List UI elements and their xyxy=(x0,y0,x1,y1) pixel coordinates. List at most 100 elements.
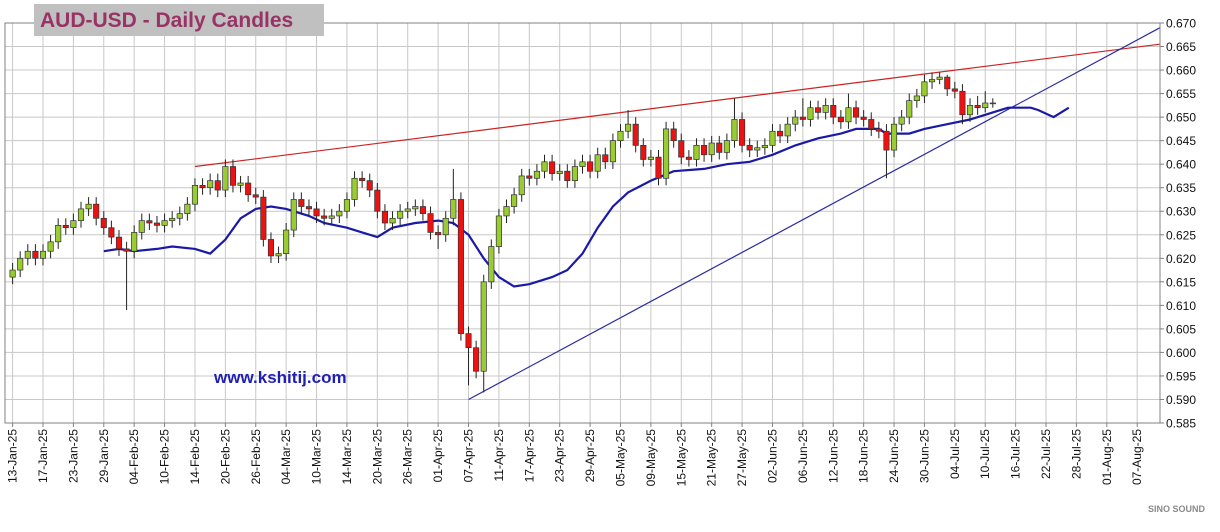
y-tick-label: 0.640 xyxy=(1166,158,1196,172)
x-tick-label: 23-Apr-25 xyxy=(553,429,567,483)
candle-body xyxy=(701,145,708,156)
x-tick-label: 10-Mar-25 xyxy=(310,429,324,485)
candle-body xyxy=(792,116,799,125)
candle-body xyxy=(974,105,981,109)
y-tick-label: 0.655 xyxy=(1166,87,1196,101)
candle-body xyxy=(199,185,206,189)
candle-body xyxy=(381,210,388,224)
x-tick-label: 23-Jan-25 xyxy=(66,429,80,483)
candle-body xyxy=(777,130,784,137)
candle-body xyxy=(890,123,898,151)
x-tick-label: 04-Jul-25 xyxy=(948,429,962,479)
candle-body xyxy=(799,116,806,120)
candle-body xyxy=(9,269,16,278)
moving-average-line xyxy=(103,106,1070,288)
x-tick-label: 10-Jul-25 xyxy=(978,429,992,479)
candle-body xyxy=(161,220,168,226)
x-tick-label: 04-Mar-25 xyxy=(279,429,293,485)
candle-body xyxy=(260,196,267,240)
candle-body xyxy=(670,128,677,141)
candle-body xyxy=(944,76,951,90)
x-tick-label: 26-Mar-25 xyxy=(401,429,415,485)
candle-body xyxy=(936,76,943,80)
candle-body xyxy=(526,175,533,179)
candle-body xyxy=(85,203,92,210)
candle-body xyxy=(93,203,100,219)
y-tick-label: 0.625 xyxy=(1166,228,1196,242)
candle-body xyxy=(594,154,601,172)
candle-body xyxy=(374,189,381,212)
candle-body xyxy=(191,185,199,205)
candle-body xyxy=(153,222,161,226)
x-tick-label: 28-Jul-25 xyxy=(1069,429,1083,479)
candle-body xyxy=(625,123,632,132)
candle-body xyxy=(845,107,852,123)
y-tick-label: 0.610 xyxy=(1166,299,1196,313)
y-tick-label: 0.590 xyxy=(1166,393,1196,407)
y-tick-label: 0.660 xyxy=(1166,64,1196,78)
candle-body xyxy=(229,166,237,186)
x-tick-label: 20-Mar-25 xyxy=(370,429,384,485)
x-tick-label: 12-Jun-25 xyxy=(826,429,840,483)
candle-body xyxy=(663,128,670,179)
candle-body xyxy=(465,333,472,349)
candle-body xyxy=(693,145,700,160)
candle-body xyxy=(404,208,411,212)
candle-body xyxy=(480,281,487,372)
candle-body xyxy=(397,210,404,219)
candle-body xyxy=(640,145,647,160)
candle-body xyxy=(184,203,191,214)
candle-body xyxy=(450,199,457,219)
candle-body xyxy=(435,232,442,236)
marks xyxy=(9,27,1161,400)
candle-body xyxy=(115,236,123,250)
x-tick-label: 01-Aug-25 xyxy=(1100,429,1114,485)
candle-body xyxy=(62,225,69,229)
candle-body xyxy=(123,248,130,252)
candle-body xyxy=(928,79,936,83)
candle-body xyxy=(328,215,335,219)
candle-body xyxy=(815,107,822,113)
candle-body xyxy=(419,206,426,214)
candle-body xyxy=(351,177,358,200)
x-tick-label: 26-Feb-25 xyxy=(249,429,263,485)
x-tick-label: 17-Apr-25 xyxy=(522,429,536,483)
x-tick-label: 27-May-25 xyxy=(735,429,749,487)
y-tick-label: 0.645 xyxy=(1166,134,1196,148)
candle-body xyxy=(366,180,373,191)
candle-body xyxy=(853,107,860,118)
x-tick-label: 01-Apr-25 xyxy=(431,429,445,483)
trend-line xyxy=(468,27,1161,400)
candle-body xyxy=(138,220,145,233)
candle-body xyxy=(647,156,654,160)
candle-body xyxy=(533,170,540,179)
candle-body xyxy=(921,81,928,97)
candle-body xyxy=(966,105,974,116)
candle-body xyxy=(602,154,609,163)
x-tick-label: 20-Feb-25 xyxy=(218,429,232,485)
annotation: www.kshitij.com xyxy=(213,368,347,387)
candle-body xyxy=(321,215,328,219)
candle-body xyxy=(267,239,275,257)
y-tick-label: 0.635 xyxy=(1166,181,1196,195)
candle-body xyxy=(549,161,556,174)
trend-line xyxy=(194,43,1161,168)
candle-body xyxy=(511,194,518,207)
candle-body xyxy=(207,180,214,189)
candle-body xyxy=(951,88,958,92)
candle-body xyxy=(761,145,768,149)
candle-body xyxy=(579,161,586,167)
y-tick-label: 0.605 xyxy=(1166,322,1196,336)
x-tick-label: 05-May-25 xyxy=(613,429,627,487)
candle-body xyxy=(769,130,776,146)
candle-body xyxy=(442,217,449,236)
candle-body xyxy=(731,119,738,141)
x-tick-label: 09-May-25 xyxy=(644,429,658,487)
candle-body xyxy=(169,217,176,221)
candle-body xyxy=(632,123,639,146)
candle-body xyxy=(503,206,510,217)
candle-body xyxy=(146,220,153,224)
candle-body xyxy=(131,232,138,252)
x-tick-label: 17-Jan-25 xyxy=(36,429,50,483)
